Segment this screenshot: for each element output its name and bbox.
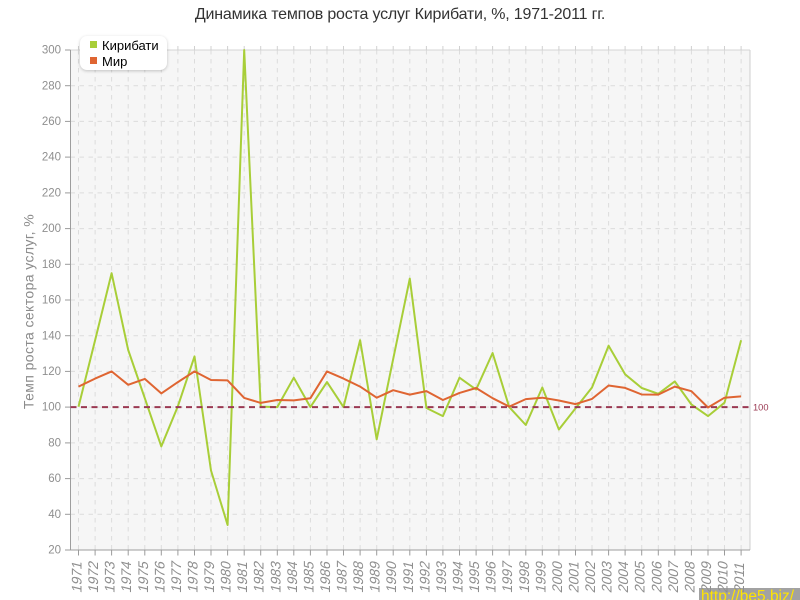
svg-text:160: 160: [42, 295, 61, 307]
svg-text:100: 100: [753, 402, 769, 412]
svg-text:1998: 1998: [517, 559, 533, 594]
svg-text:1981: 1981: [235, 559, 251, 594]
svg-text:2000: 2000: [550, 559, 566, 594]
svg-text:20: 20: [48, 545, 61, 557]
svg-text:1988: 1988: [351, 559, 367, 594]
svg-text:1990: 1990: [384, 559, 400, 594]
svg-text:120: 120: [42, 366, 61, 378]
svg-text:1983: 1983: [268, 559, 284, 594]
svg-text:1977: 1977: [169, 559, 185, 594]
svg-text:1999: 1999: [533, 559, 549, 594]
svg-text:1976: 1976: [152, 559, 168, 594]
svg-text:2007: 2007: [666, 559, 682, 594]
svg-text:1991: 1991: [401, 559, 417, 594]
svg-text:1986: 1986: [318, 559, 334, 594]
svg-text:2010: 2010: [716, 559, 732, 594]
svg-text:140: 140: [42, 330, 61, 342]
svg-text:2002: 2002: [583, 559, 599, 594]
svg-text:1974: 1974: [119, 559, 135, 594]
svg-text:80: 80: [48, 438, 61, 450]
svg-text:2011: 2011: [732, 560, 748, 594]
svg-text:1997: 1997: [500, 559, 516, 594]
svg-text:40: 40: [48, 509, 61, 521]
svg-text:1985: 1985: [302, 559, 318, 594]
svg-text:2008: 2008: [683, 559, 699, 594]
svg-text:2003: 2003: [600, 559, 616, 594]
svg-text:300: 300: [42, 45, 61, 57]
svg-text:280: 280: [42, 80, 61, 92]
svg-text:1980: 1980: [219, 559, 235, 594]
svg-text:1979: 1979: [202, 559, 218, 594]
svg-text:240: 240: [42, 152, 61, 164]
svg-text:1975: 1975: [136, 559, 152, 594]
svg-text:1992: 1992: [418, 559, 434, 594]
svg-text:Темп роста сектора услуг, %: Темп роста сектора услуг, %: [21, 214, 37, 409]
svg-text:1978: 1978: [186, 559, 202, 594]
svg-text:1971: 1971: [70, 559, 86, 594]
svg-text:1972: 1972: [86, 559, 102, 594]
svg-text:1984: 1984: [285, 559, 301, 594]
svg-text:180: 180: [42, 259, 61, 271]
svg-text:1994: 1994: [451, 559, 467, 594]
svg-text:1996: 1996: [484, 559, 500, 594]
svg-text:2006: 2006: [649, 559, 665, 594]
svg-text:1989: 1989: [368, 559, 384, 594]
svg-text:200: 200: [42, 223, 61, 235]
svg-text:1982: 1982: [252, 559, 268, 594]
svg-text:60: 60: [48, 473, 61, 485]
svg-text:1993: 1993: [434, 559, 450, 594]
svg-text:1987: 1987: [335, 559, 351, 594]
svg-text:1973: 1973: [103, 559, 119, 594]
svg-text:100: 100: [42, 402, 61, 414]
svg-text:260: 260: [42, 116, 61, 128]
svg-text:2005: 2005: [633, 559, 649, 594]
svg-text:2001: 2001: [567, 559, 583, 594]
svg-text:2009: 2009: [699, 559, 715, 594]
svg-text:220: 220: [42, 188, 61, 200]
svg-text:2004: 2004: [616, 559, 632, 594]
svg-text:1995: 1995: [467, 559, 483, 594]
